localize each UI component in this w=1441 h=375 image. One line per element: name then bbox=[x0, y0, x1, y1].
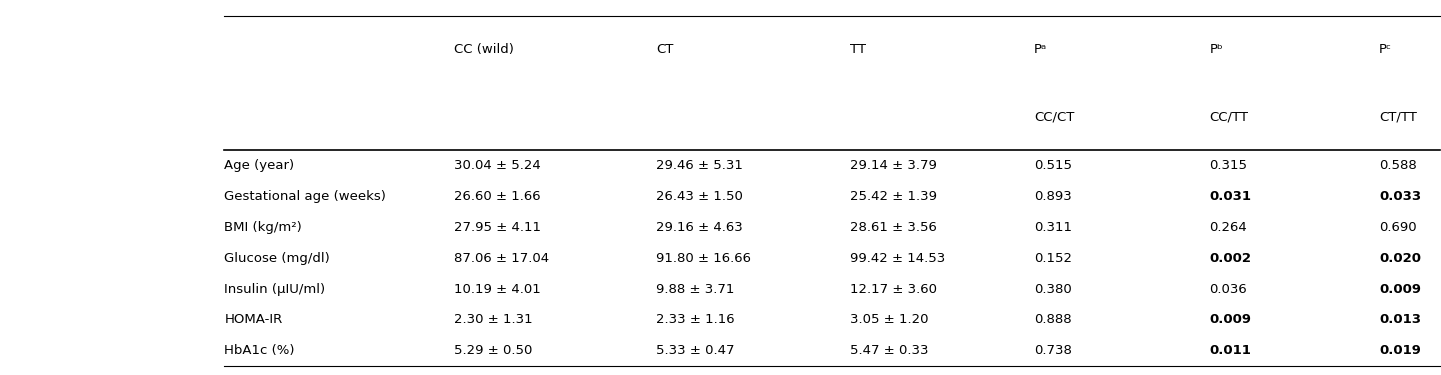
Text: 0.033: 0.033 bbox=[1379, 190, 1421, 203]
Text: 29.14 ± 3.79: 29.14 ± 3.79 bbox=[850, 159, 937, 172]
Text: 0.311: 0.311 bbox=[1035, 221, 1072, 234]
Text: 0.009: 0.009 bbox=[1379, 283, 1421, 296]
Text: 0.031: 0.031 bbox=[1209, 190, 1251, 203]
Text: Age (year): Age (year) bbox=[225, 159, 294, 172]
Text: 2.33 ± 1.16: 2.33 ± 1.16 bbox=[656, 314, 735, 326]
Text: 28.61 ± 3.56: 28.61 ± 3.56 bbox=[850, 221, 937, 234]
Text: HOMA-IR: HOMA-IR bbox=[225, 314, 282, 326]
Text: 3.05 ± 1.20: 3.05 ± 1.20 bbox=[850, 314, 928, 326]
Text: 5.29 ± 0.50: 5.29 ± 0.50 bbox=[454, 344, 533, 357]
Text: 99.42 ± 14.53: 99.42 ± 14.53 bbox=[850, 252, 945, 265]
Text: 26.60 ± 1.66: 26.60 ± 1.66 bbox=[454, 190, 540, 203]
Text: CT/TT: CT/TT bbox=[1379, 110, 1417, 123]
Text: 91.80 ± 16.66: 91.80 ± 16.66 bbox=[656, 252, 751, 265]
Text: Gestational age (weeks): Gestational age (weeks) bbox=[225, 190, 386, 203]
Text: 0.013: 0.013 bbox=[1379, 314, 1421, 326]
Text: 0.888: 0.888 bbox=[1035, 314, 1072, 326]
Text: 25.42 ± 1.39: 25.42 ± 1.39 bbox=[850, 190, 937, 203]
Text: CC (wild): CC (wild) bbox=[454, 43, 514, 56]
Text: 87.06 ± 17.04: 87.06 ± 17.04 bbox=[454, 252, 549, 265]
Text: 0.036: 0.036 bbox=[1209, 283, 1248, 296]
Text: 12.17 ± 3.60: 12.17 ± 3.60 bbox=[850, 283, 937, 296]
Text: 0.315: 0.315 bbox=[1209, 159, 1248, 172]
Text: CT: CT bbox=[656, 43, 673, 56]
Text: 2.30 ± 1.31: 2.30 ± 1.31 bbox=[454, 314, 533, 326]
Text: 0.738: 0.738 bbox=[1035, 344, 1072, 357]
Text: 5.47 ± 0.33: 5.47 ± 0.33 bbox=[850, 344, 928, 357]
Text: 29.16 ± 4.63: 29.16 ± 4.63 bbox=[656, 221, 742, 234]
Text: 0.264: 0.264 bbox=[1209, 221, 1248, 234]
Text: 30.04 ± 5.24: 30.04 ± 5.24 bbox=[454, 159, 542, 172]
Text: Pᵇ: Pᵇ bbox=[1209, 43, 1223, 56]
Text: 5.33 ± 0.47: 5.33 ± 0.47 bbox=[656, 344, 735, 357]
Text: Pᶜ: Pᶜ bbox=[1379, 43, 1392, 56]
Text: 0.893: 0.893 bbox=[1035, 190, 1072, 203]
Text: 0.009: 0.009 bbox=[1209, 314, 1251, 326]
Text: 0.152: 0.152 bbox=[1035, 252, 1072, 265]
Text: BMI (kg/m²): BMI (kg/m²) bbox=[225, 221, 303, 234]
Text: Insulin (μIU/ml): Insulin (μIU/ml) bbox=[225, 283, 326, 296]
Text: 10.19 ± 4.01: 10.19 ± 4.01 bbox=[454, 283, 542, 296]
Text: 0.002: 0.002 bbox=[1209, 252, 1251, 265]
Text: Glucose (mg/dl): Glucose (mg/dl) bbox=[225, 252, 330, 265]
Text: 0.588: 0.588 bbox=[1379, 159, 1417, 172]
Text: 27.95 ± 4.11: 27.95 ± 4.11 bbox=[454, 221, 542, 234]
Text: 26.43 ± 1.50: 26.43 ± 1.50 bbox=[656, 190, 742, 203]
Text: 0.515: 0.515 bbox=[1035, 159, 1072, 172]
Text: Pᵃ: Pᵃ bbox=[1035, 43, 1048, 56]
Text: 0.380: 0.380 bbox=[1035, 283, 1072, 296]
Text: 9.88 ± 3.71: 9.88 ± 3.71 bbox=[656, 283, 733, 296]
Text: 0.690: 0.690 bbox=[1379, 221, 1417, 234]
Text: CC/CT: CC/CT bbox=[1035, 110, 1075, 123]
Text: 0.019: 0.019 bbox=[1379, 344, 1421, 357]
Text: TT: TT bbox=[850, 43, 866, 56]
Text: 0.011: 0.011 bbox=[1209, 344, 1251, 357]
Text: CC/TT: CC/TT bbox=[1209, 110, 1248, 123]
Text: 29.46 ± 5.31: 29.46 ± 5.31 bbox=[656, 159, 742, 172]
Text: 0.020: 0.020 bbox=[1379, 252, 1421, 265]
Text: HbA1c (%): HbA1c (%) bbox=[225, 344, 295, 357]
